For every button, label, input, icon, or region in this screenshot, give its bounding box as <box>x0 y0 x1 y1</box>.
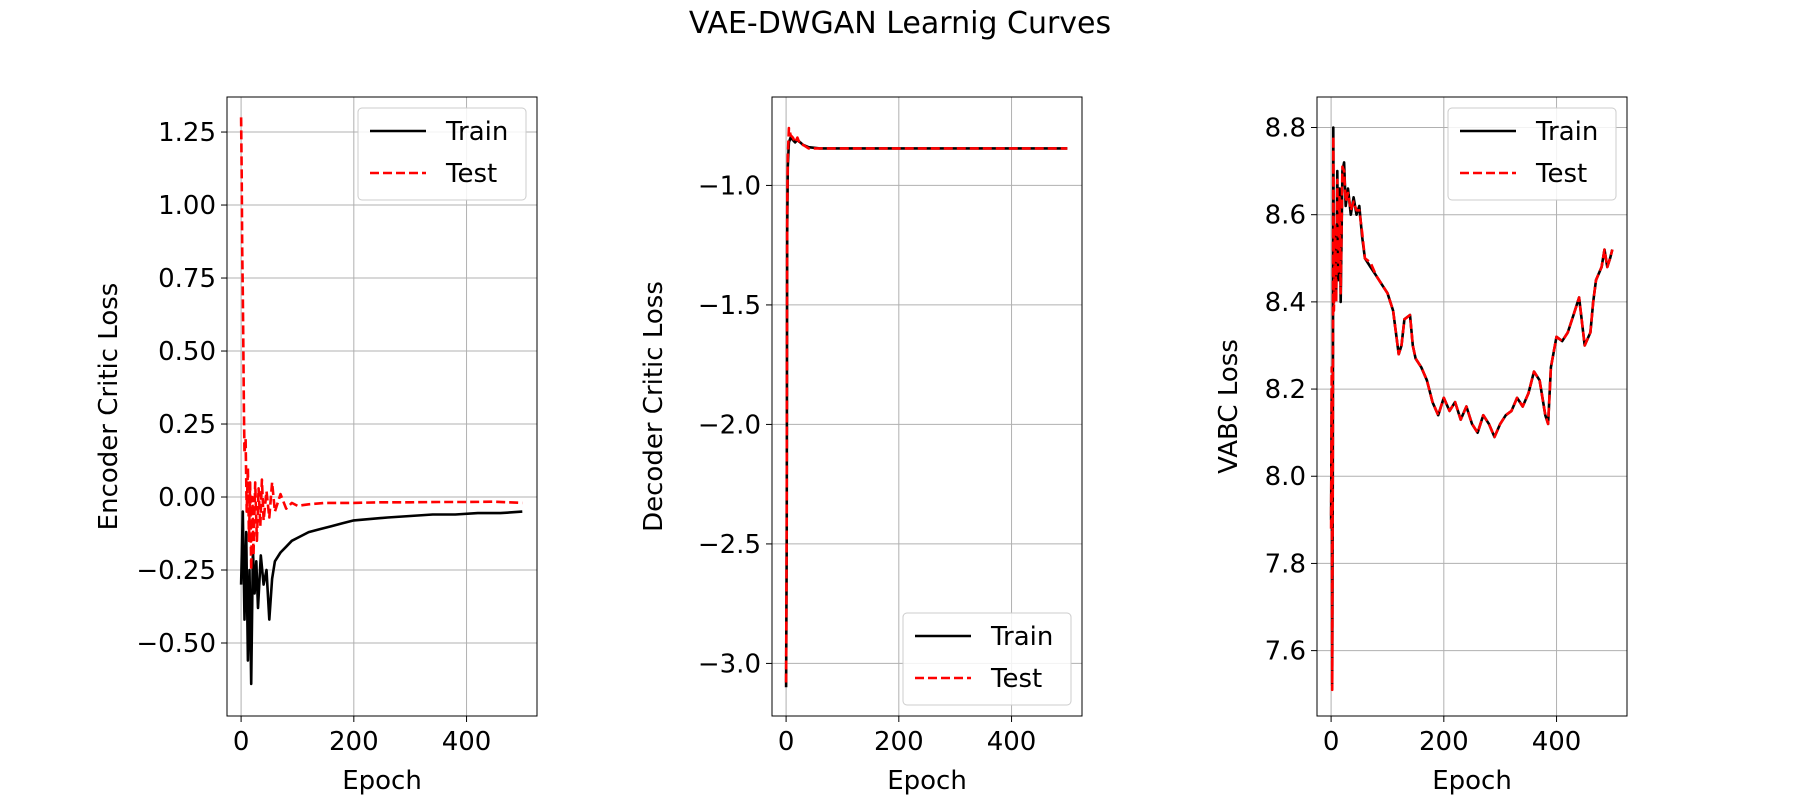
series-group <box>784 126 1068 688</box>
legend-label-train: Train <box>445 117 508 147</box>
figure-title: VAE-DWGAN Learnig Curves <box>688 6 1112 41</box>
y-tick-label: 8.2 <box>1265 375 1306 405</box>
y-tick-label: −3.0 <box>698 649 761 679</box>
legend-label-test: Test <box>1535 159 1587 189</box>
y-tick-label: 8.6 <box>1265 201 1306 231</box>
legend: Train Test <box>1447 107 1617 201</box>
legend: Train Test <box>357 107 527 201</box>
series-group <box>1329 126 1614 692</box>
x-tick-label: 0 <box>778 727 795 757</box>
legend-label-train: Train <box>990 622 1053 652</box>
series-line-test <box>1329 134 1614 692</box>
y-tick-label: 8.0 <box>1265 462 1306 492</box>
series-line-train <box>784 136 1068 688</box>
plot-frame <box>771 96 1083 717</box>
y-tick-label: 0.25 <box>158 410 216 440</box>
series-line-train <box>1329 126 1614 687</box>
x-tick-label: 400 <box>1532 727 1582 757</box>
x-axis-label: Epoch <box>342 766 422 796</box>
y-tick-label: −2.5 <box>698 530 761 560</box>
y-tick-label: 1.25 <box>158 118 216 148</box>
x-tick-label: 200 <box>329 727 379 757</box>
x-tick-label: 200 <box>1419 727 1469 757</box>
y-tick-label: 1.00 <box>158 191 216 221</box>
x-axis-label: Epoch <box>887 766 967 796</box>
x-tick-label: 0 <box>1323 727 1340 757</box>
y-tick-label: 8.4 <box>1265 288 1306 318</box>
chart-panel-1: 0 200 400 −0.50 −0.25 0.00 0.25 0.50 0.75 1.00 1.2… <box>94 96 538 796</box>
y-tick-label: 0.00 <box>158 483 216 513</box>
plot-frame <box>1316 96 1628 717</box>
legend-label-test: Test <box>990 664 1042 694</box>
y-tick-label: 8.8 <box>1265 114 1306 144</box>
series-line-train <box>239 510 523 686</box>
y-tick-label: 0.50 <box>158 337 216 367</box>
y-tick-label: 7.8 <box>1265 549 1306 579</box>
chart-panel-3: 0 200 400 7.6 7.8 8.0 8.2 8.4 8.6 8.8 Epoch VABC Lo… <box>1214 96 1628 796</box>
y-tick-label: −0.50 <box>136 629 216 659</box>
y-axis-label: Decoder Critic Loss <box>639 281 669 532</box>
legend-label-test: Test <box>445 159 497 189</box>
x-tick-label: 400 <box>987 727 1037 757</box>
y-tick-label: 7.6 <box>1265 637 1306 667</box>
x-tick-label: 200 <box>874 727 924 757</box>
series-line-test <box>784 126 1068 683</box>
legend-label-train: Train <box>1535 117 1598 147</box>
series-group <box>239 117 523 686</box>
y-tick-label: −1.0 <box>698 171 761 201</box>
legend: Train Test <box>902 612 1072 706</box>
x-axis-label: Epoch <box>1432 766 1512 796</box>
y-tick-label: −2.0 <box>698 410 761 440</box>
y-tick-label: −1.5 <box>698 291 761 321</box>
x-tick-label: 0 <box>233 727 250 757</box>
x-tick-label: 400 <box>442 727 492 757</box>
plot-frame <box>226 96 538 717</box>
y-tick-label: −0.25 <box>136 556 216 586</box>
y-axis-label: VABC Loss <box>1214 339 1244 474</box>
series-line-test <box>239 117 523 572</box>
chart-panel-2: 0 200 400 −3.0 −2.5 −2.0 −1.5 −1.0 Epoch Decoder … <box>639 96 1083 796</box>
y-axis-label: Encoder Critic Loss <box>94 283 124 531</box>
y-tick-label: 0.75 <box>158 264 216 294</box>
